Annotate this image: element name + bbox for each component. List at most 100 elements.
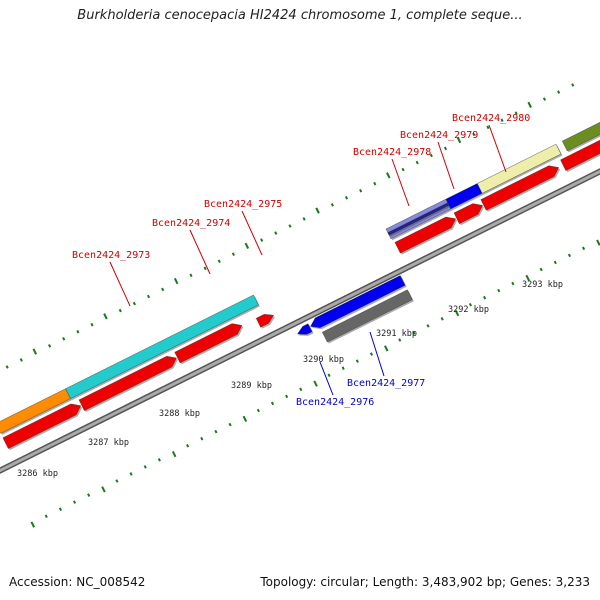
leader-line — [241, 210, 263, 256]
outer-tick — [386, 172, 391, 179]
gene-feature-blue-reverse — [310, 275, 406, 328]
gene-feature-red — [560, 139, 600, 171]
inner-tick — [384, 345, 389, 352]
outer-tick — [288, 224, 292, 228]
gene-feature-red — [453, 203, 483, 224]
outer-tick — [260, 238, 264, 242]
inner-tick — [582, 246, 586, 251]
gene-labels: Bcen2424_2973 Bcen2424_2974 Bcen2424_2975 B… — [72, 113, 530, 408]
inner-tick — [313, 380, 318, 387]
inner-tick — [214, 429, 218, 434]
axis-label-kbp: 3286 kbp — [17, 469, 58, 479]
inner-tick — [44, 514, 48, 519]
outer-tick — [62, 337, 66, 341]
outer-tick — [344, 196, 349, 200]
inner-tick — [398, 338, 402, 342]
axis-labels: 3286 kbp 3287 kbp 3288 kbp 3289 kbp 3290 kbp… — [17, 280, 563, 479]
inner-tick — [242, 415, 248, 423]
inner-tick — [497, 288, 501, 293]
inner-tick — [341, 366, 345, 370]
outer-tick — [274, 231, 278, 235]
gene-label[interactable]: Bcen2424_2977 — [347, 378, 425, 389]
outer-tick — [231, 252, 235, 256]
outer-tick — [5, 365, 9, 369]
inner-tick — [426, 324, 430, 328]
outer-tick — [315, 207, 320, 214]
outer-tick — [203, 266, 207, 271]
outer-tick — [217, 259, 221, 264]
inner-tick — [567, 253, 571, 258]
gene-label[interactable]: Bcen2424_2973 — [72, 250, 150, 261]
outer-tick — [161, 287, 165, 292]
axis-label-kbp: 3291 kbp — [376, 329, 417, 339]
leader-line — [189, 229, 211, 275]
inner-tick — [553, 260, 557, 265]
outer-tick — [146, 294, 151, 299]
inner-tick — [228, 422, 232, 427]
leader-line — [109, 261, 131, 307]
outer-tick — [244, 242, 250, 249]
axis-label-kbp: 3289 kbp — [231, 381, 272, 391]
accession-text: Accession: NC_008542 — [9, 575, 146, 589]
outer-tick — [19, 358, 23, 362]
outer-tick — [472, 132, 476, 137]
inner-tick — [30, 521, 36, 528]
outer-tick — [76, 329, 80, 334]
axis-label-kbp: 3292 kbp — [448, 305, 489, 315]
inner-tick — [511, 281, 515, 286]
gene-label[interactable]: Bcen2424_2980 — [452, 113, 530, 124]
gene-feature-cyan — [65, 294, 259, 399]
inner-tick — [355, 359, 359, 363]
inner-tick — [143, 465, 147, 469]
outer-tick — [103, 313, 108, 320]
outer-tick — [48, 344, 52, 348]
outer-tick — [118, 308, 122, 313]
inner-tick — [115, 479, 119, 483]
gene-feature-red — [78, 355, 177, 411]
gene-label[interactable]: Bcen2424_2976 — [296, 397, 374, 408]
gene-feature-red — [480, 165, 559, 211]
inner-tick — [596, 239, 600, 246]
inner-tick — [129, 472, 133, 476]
inner-tick — [87, 493, 91, 497]
gene-label[interactable]: Bcen2424_2975 — [204, 199, 282, 210]
inner-tick — [200, 436, 204, 441]
inner-tick — [256, 408, 260, 413]
gene-label[interactable]: Bcen2424_2979 — [400, 130, 478, 141]
gene-feature-olive — [562, 122, 600, 152]
outer-tick — [189, 273, 193, 278]
inner-tick — [157, 458, 161, 462]
topology-summary: Topology: circular; Length: 3,483,902 bp… — [260, 575, 590, 589]
outer-tick — [359, 188, 363, 193]
gene-feature-red — [394, 216, 456, 254]
gene-feature-khaki — [477, 143, 562, 194]
gene-label[interactable]: Bcen2424_2974 — [152, 218, 230, 229]
gene-feature-red — [255, 314, 274, 328]
gene-feature-red — [2, 403, 82, 449]
outer-tick — [456, 136, 462, 144]
outer-tick — [373, 181, 377, 186]
outer-tick — [330, 203, 334, 207]
inner-tick — [412, 331, 416, 335]
gene-label[interactable]: Bcen2424_2978 — [353, 147, 431, 158]
inner-tick — [58, 507, 62, 511]
inner-tick — [171, 450, 177, 458]
outer-tick — [429, 153, 433, 158]
inner-tick — [454, 309, 460, 317]
inner-tick — [468, 302, 473, 307]
gene-features — [0, 122, 600, 451]
outer-tick — [415, 160, 419, 165]
inner-tick — [327, 373, 331, 378]
axis-label-kbp: 3293 kbp — [522, 280, 563, 290]
leader-line — [488, 124, 507, 173]
label-leader-lines — [109, 124, 507, 396]
outer-tick — [486, 125, 490, 130]
outer-tick — [132, 301, 136, 306]
outer-tick — [557, 90, 561, 94]
gene-feature-blue-reverse — [297, 323, 313, 335]
inner-tick — [369, 352, 374, 356]
axis-label-kbp: 3287 kbp — [88, 438, 129, 448]
inner-tick — [539, 267, 543, 272]
outer-tick — [32, 348, 38, 355]
